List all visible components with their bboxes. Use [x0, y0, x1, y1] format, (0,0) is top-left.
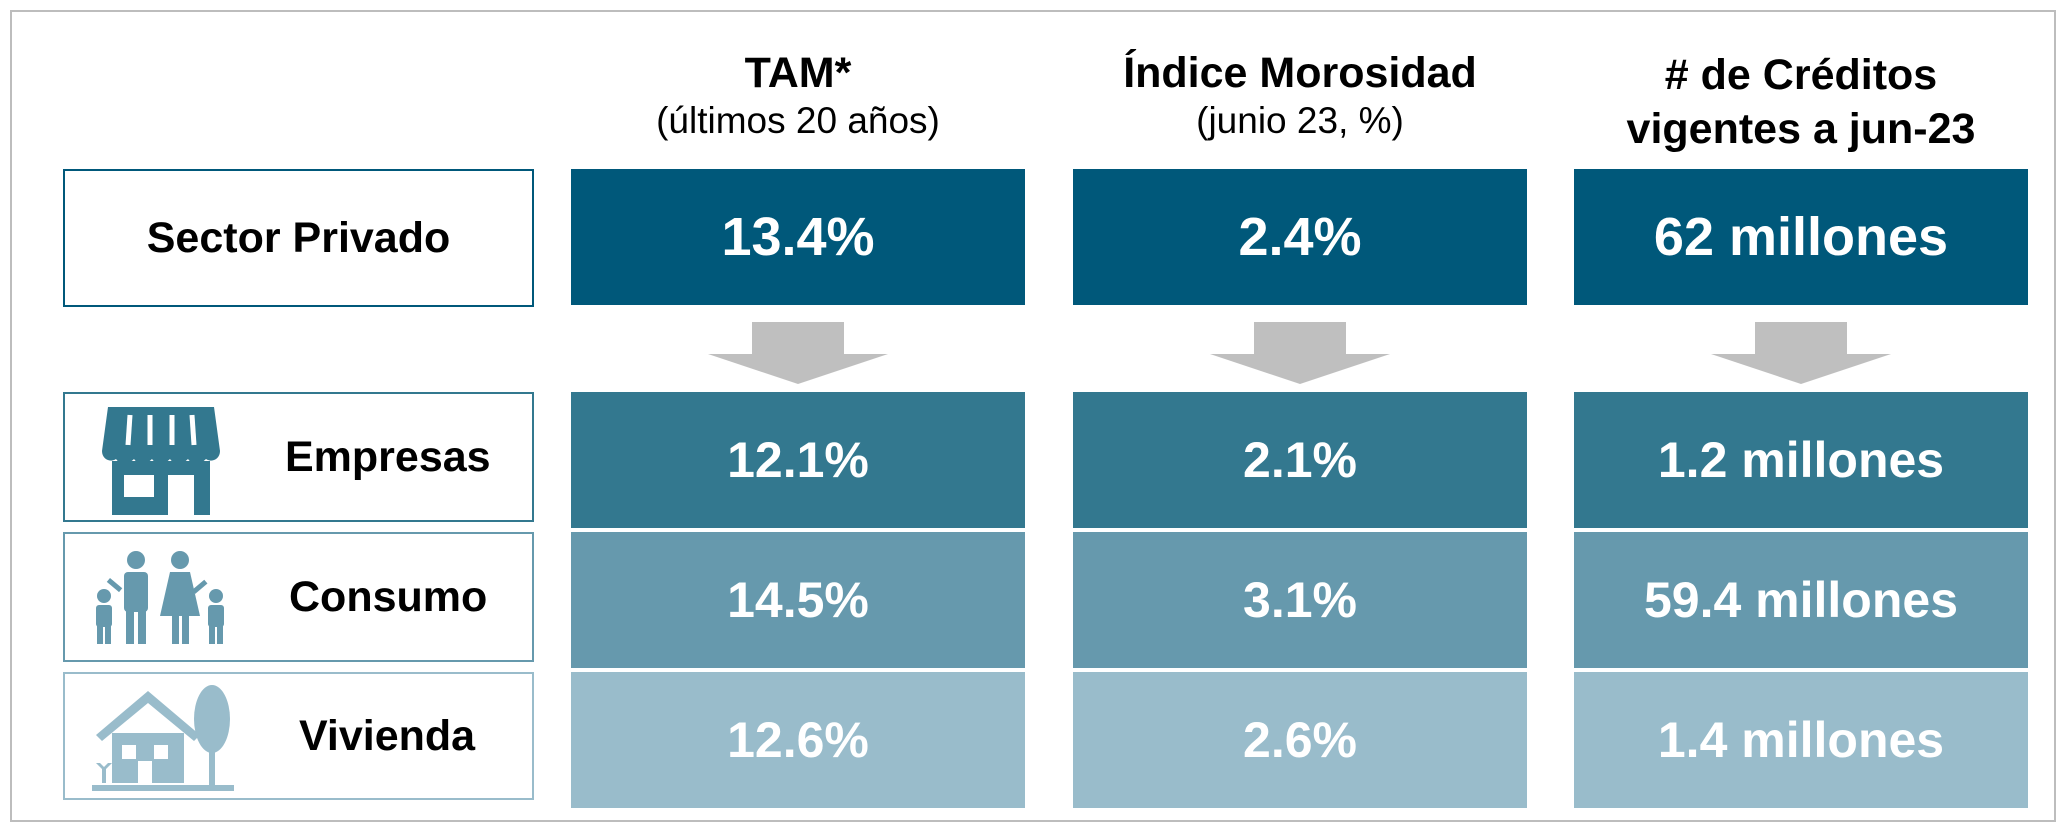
store-icon [102, 407, 220, 515]
value-cell: 13.4% [571, 169, 1025, 305]
value-cell: 1.4 millones [1574, 672, 2028, 808]
house-icon [92, 685, 234, 791]
down-arrow [1711, 322, 1891, 384]
value-cell: 62 millones [1574, 169, 2028, 305]
column-header: # de Créditos vigentes a jun-23 [1554, 48, 2048, 156]
column-title: Índice Morosidad [1123, 49, 1477, 97]
value-cell: 12.1% [571, 392, 1025, 528]
down-arrow [1210, 322, 1390, 384]
value-cell: 14.5% [571, 532, 1025, 668]
arrow-shape [1210, 322, 1390, 384]
value-cell: 12.6% [571, 672, 1025, 808]
family-icon [96, 551, 224, 644]
column-header: TAM* (últimos 20 años) [551, 48, 1045, 144]
column-subtitle: (últimos 20 años) [656, 100, 940, 141]
frame [10, 10, 2056, 822]
arrow-shape [1711, 322, 1891, 384]
value-cell: 2.6% [1073, 672, 1527, 808]
value-cell: 59.4 millones [1574, 532, 2028, 668]
column-subtitle: (junio 23, %) [1196, 100, 1404, 141]
column-title: TAM* [744, 49, 852, 97]
value-cell: 1.2 millones [1574, 392, 2028, 528]
row-label: Sector Privado [63, 169, 534, 307]
value-cell: 3.1% [1073, 532, 1527, 668]
column-title: # de Créditos vigentes a jun-23 [1626, 51, 1976, 153]
arrow-shape [708, 322, 888, 384]
value-cell: 2.1% [1073, 392, 1527, 528]
column-header: Índice Morosidad (junio 23, %) [1053, 48, 1547, 144]
value-cell: 2.4% [1073, 169, 1527, 305]
down-arrow [708, 322, 888, 384]
